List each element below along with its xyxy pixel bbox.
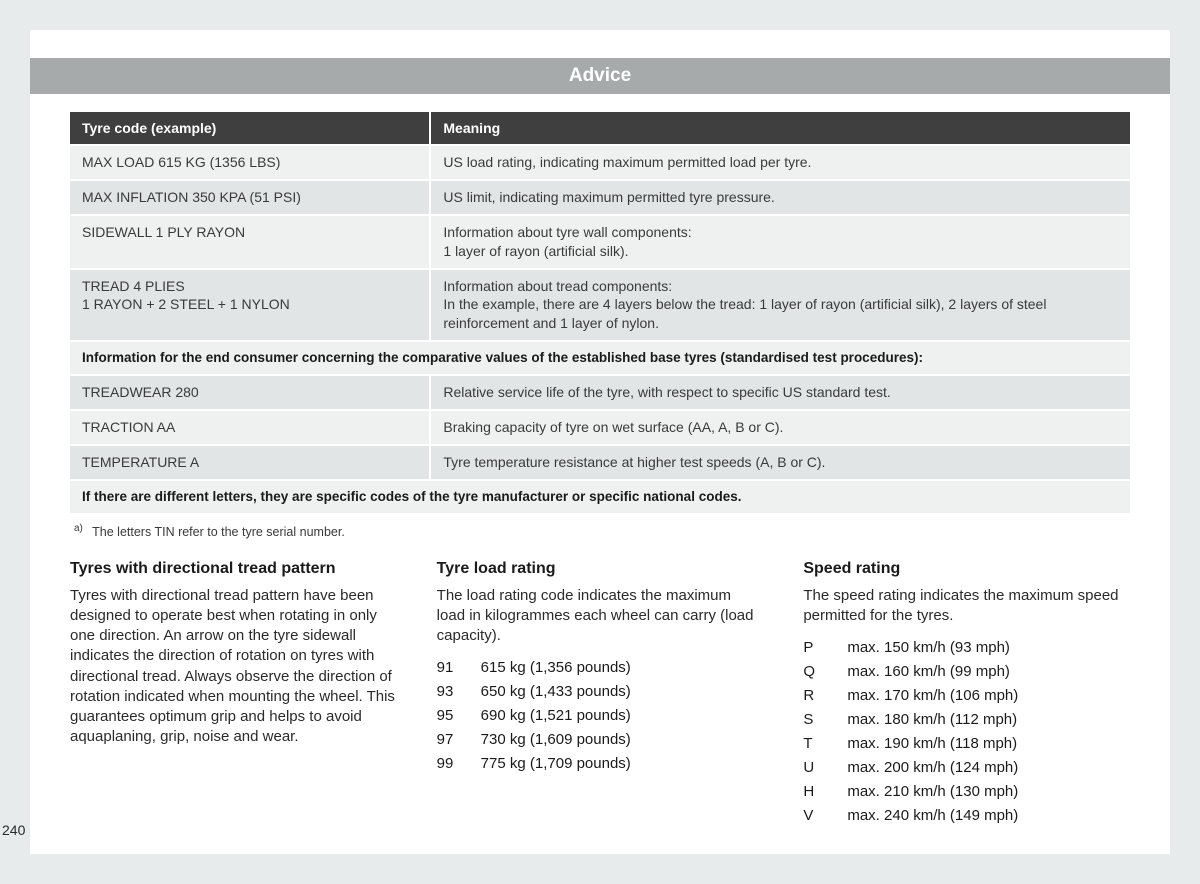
list-item: Umax. 200 km/h (124 mph) <box>803 756 1130 780</box>
column-body: Tyres with directional tread pattern hav… <box>70 586 397 748</box>
list-item: 99775 kg (1,709 pounds) <box>437 752 764 776</box>
table-row: If there are different letters, they are… <box>70 480 1130 513</box>
list-key: R <box>803 684 847 708</box>
list-item: Tmax. 190 km/h (118 mph) <box>803 732 1130 756</box>
list-value: 730 kg (1,609 pounds) <box>481 728 631 752</box>
text-columns: Tyres with directional tread pattern Tyr… <box>70 560 1130 829</box>
table-cell-code: TRACTION AA <box>70 410 430 445</box>
column-heading: Speed rating <box>803 560 1130 578</box>
list-value: 650 kg (1,433 pounds) <box>481 680 631 704</box>
manual-page: Advice Tyre code (example) Meaning MAX L… <box>30 30 1170 854</box>
load-rating-list: 91615 kg (1,356 pounds)93650 kg (1,433 p… <box>437 656 764 776</box>
list-item: 93650 kg (1,433 pounds) <box>437 680 764 704</box>
list-item: 95690 kg (1,521 pounds) <box>437 704 764 728</box>
column-load-rating: Tyre load rating The load rating code in… <box>437 560 764 829</box>
table-row: TRACTION AABraking capacity of tyre on w… <box>70 410 1130 445</box>
table-cell-meaning: Relative service life of the tyre, with … <box>430 375 1130 410</box>
list-key: U <box>803 756 847 780</box>
list-value: 690 kg (1,521 pounds) <box>481 704 631 728</box>
list-value: max. 210 km/h (130 mph) <box>847 780 1018 804</box>
footnote-text: The letters TIN refer to the tyre serial… <box>92 526 345 540</box>
list-value: max. 160 km/h (99 mph) <box>847 660 1010 684</box>
list-value: max. 170 km/h (106 mph) <box>847 684 1018 708</box>
list-item: 97730 kg (1,609 pounds) <box>437 728 764 752</box>
table-row: TREAD 4 PLIES 1 RAYON + 2 STEEL + 1 NYLO… <box>70 269 1130 342</box>
list-value: 775 kg (1,709 pounds) <box>481 752 631 776</box>
page-number: 240 <box>2 822 25 838</box>
list-key: 99 <box>437 752 481 776</box>
table-row: SIDEWALL 1 PLY RAYONInformation about ty… <box>70 215 1130 269</box>
speed-rating-list: Pmax. 150 km/h (93 mph)Qmax. 160 km/h (9… <box>803 636 1130 828</box>
table-cell-code: TREAD 4 PLIES 1 RAYON + 2 STEEL + 1 NYLO… <box>70 269 430 342</box>
table-cell-code: TREADWEAR 280 <box>70 375 430 410</box>
list-value: max. 150 km/h (93 mph) <box>847 636 1010 660</box>
column-heading: Tyres with directional tread pattern <box>70 560 397 578</box>
list-item: 91615 kg (1,356 pounds) <box>437 656 764 680</box>
list-key: 91 <box>437 656 481 680</box>
column-body: The speed rating indicates the maximum s… <box>803 586 1130 627</box>
table-cell-code: MAX LOAD 615 KG (1356 LBS) <box>70 145 430 180</box>
table-cell-meaning: US limit, indicating maximum permitted t… <box>430 180 1130 215</box>
column-heading: Tyre load rating <box>437 560 764 578</box>
list-key: P <box>803 636 847 660</box>
table-row: Information for the end consumer concern… <box>70 341 1130 375</box>
list-key: Q <box>803 660 847 684</box>
list-item: Hmax. 210 km/h (130 mph) <box>803 780 1130 804</box>
list-value: max. 180 km/h (112 mph) <box>847 708 1017 732</box>
list-item: Smax. 180 km/h (112 mph) <box>803 708 1130 732</box>
list-value: 615 kg (1,356 pounds) <box>481 656 631 680</box>
list-key: V <box>803 804 847 828</box>
table-header-meaning: Meaning <box>430 112 1130 145</box>
column-speed-rating: Speed rating The speed rating indicates … <box>803 560 1130 829</box>
list-key: H <box>803 780 847 804</box>
table-cell-span: Information for the end consumer concern… <box>70 341 1130 375</box>
table-cell-meaning: Information about tread components: In t… <box>430 269 1130 342</box>
table-cell-meaning: US load rating, indicating maximum permi… <box>430 145 1130 180</box>
list-item: Qmax. 160 km/h (99 mph) <box>803 660 1130 684</box>
list-key: T <box>803 732 847 756</box>
table-cell-meaning: Tyre temperature resistance at higher te… <box>430 445 1130 480</box>
table-cell-code: MAX INFLATION 350 KPA (51 PSI) <box>70 180 430 215</box>
footnote-marker: a) <box>74 523 83 534</box>
list-value: max. 190 km/h (118 mph) <box>847 732 1017 756</box>
table-cell-code: SIDEWALL 1 PLY RAYON <box>70 215 430 269</box>
table-cell-meaning: Braking capacity of tyre on wet surface … <box>430 410 1130 445</box>
tyre-code-table: Tyre code (example) Meaning MAX LOAD 615… <box>70 112 1130 513</box>
table-row: TEMPERATURE ATyre temperature resistance… <box>70 445 1130 480</box>
table-cell-meaning: Information about tyre wall components: … <box>430 215 1130 269</box>
list-value: max. 200 km/h (124 mph) <box>847 756 1018 780</box>
list-item: Vmax. 240 km/h (149 mph) <box>803 804 1130 828</box>
table-cell-span: If there are different letters, they are… <box>70 480 1130 513</box>
footnote: a) The letters TIN refer to the tyre ser… <box>74 523 1130 539</box>
column-body: The load rating code indicates the maxim… <box>437 586 764 647</box>
table-header-code: Tyre code (example) <box>70 112 430 145</box>
table-row: MAX INFLATION 350 KPA (51 PSI)US limit, … <box>70 180 1130 215</box>
list-key: 93 <box>437 680 481 704</box>
page-title: Advice <box>30 58 1170 94</box>
list-key: 95 <box>437 704 481 728</box>
table-row: MAX LOAD 615 KG (1356 LBS)US load rating… <box>70 145 1130 180</box>
table-body: MAX LOAD 615 KG (1356 LBS)US load rating… <box>70 145 1130 513</box>
list-key: S <box>803 708 847 732</box>
list-key: 97 <box>437 728 481 752</box>
list-item: Pmax. 150 km/h (93 mph) <box>803 636 1130 660</box>
table-row: TREADWEAR 280Relative service life of th… <box>70 375 1130 410</box>
column-directional: Tyres with directional tread pattern Tyr… <box>70 560 397 829</box>
table-cell-code: TEMPERATURE A <box>70 445 430 480</box>
list-item: Rmax. 170 km/h (106 mph) <box>803 684 1130 708</box>
list-value: max. 240 km/h (149 mph) <box>847 804 1018 828</box>
